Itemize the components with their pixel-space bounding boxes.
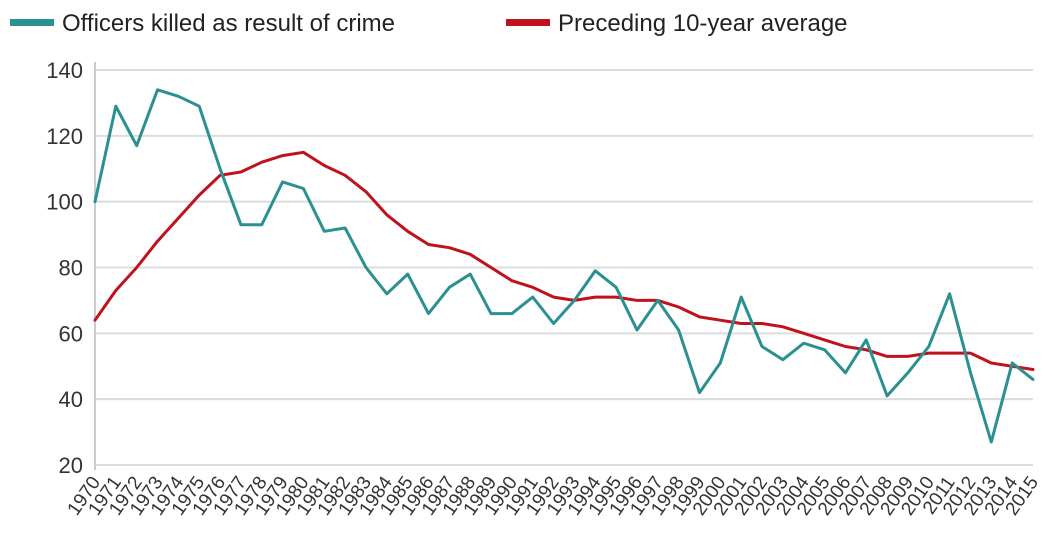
legend-swatch-officers-killed <box>10 19 54 26</box>
y-tick-label: 60 <box>59 321 83 346</box>
y-tick-label: 80 <box>59 256 83 281</box>
series-line-officers-killed <box>93 88 1035 444</box>
legend-swatch-preceding-average <box>506 19 550 26</box>
legend: Officers killed as result of crime Prece… <box>10 10 848 37</box>
y-tick-label: 120 <box>46 124 83 149</box>
legend-label-officers-killed: Officers killed as result of crime <box>62 10 395 37</box>
y-tick-label: 40 <box>59 387 83 412</box>
series-line-preceding-average <box>93 150 1035 371</box>
y-tick-label: 20 <box>59 453 83 478</box>
y-axis-ticks: 20 40 60 80 100 120 140 <box>46 58 83 478</box>
series-lines <box>93 88 1035 444</box>
grid-lines <box>95 69 1033 466</box>
y-tick-label: 140 <box>46 58 83 83</box>
x-axis-ticks: 1970197119721973197419751976197719781979… <box>64 472 1043 519</box>
legend-label-preceding-average: Preceding 10-year average <box>558 10 848 37</box>
y-tick-label: 100 <box>46 190 83 215</box>
